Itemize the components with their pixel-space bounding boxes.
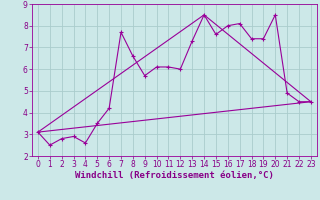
X-axis label: Windchill (Refroidissement éolien,°C): Windchill (Refroidissement éolien,°C) bbox=[75, 171, 274, 180]
